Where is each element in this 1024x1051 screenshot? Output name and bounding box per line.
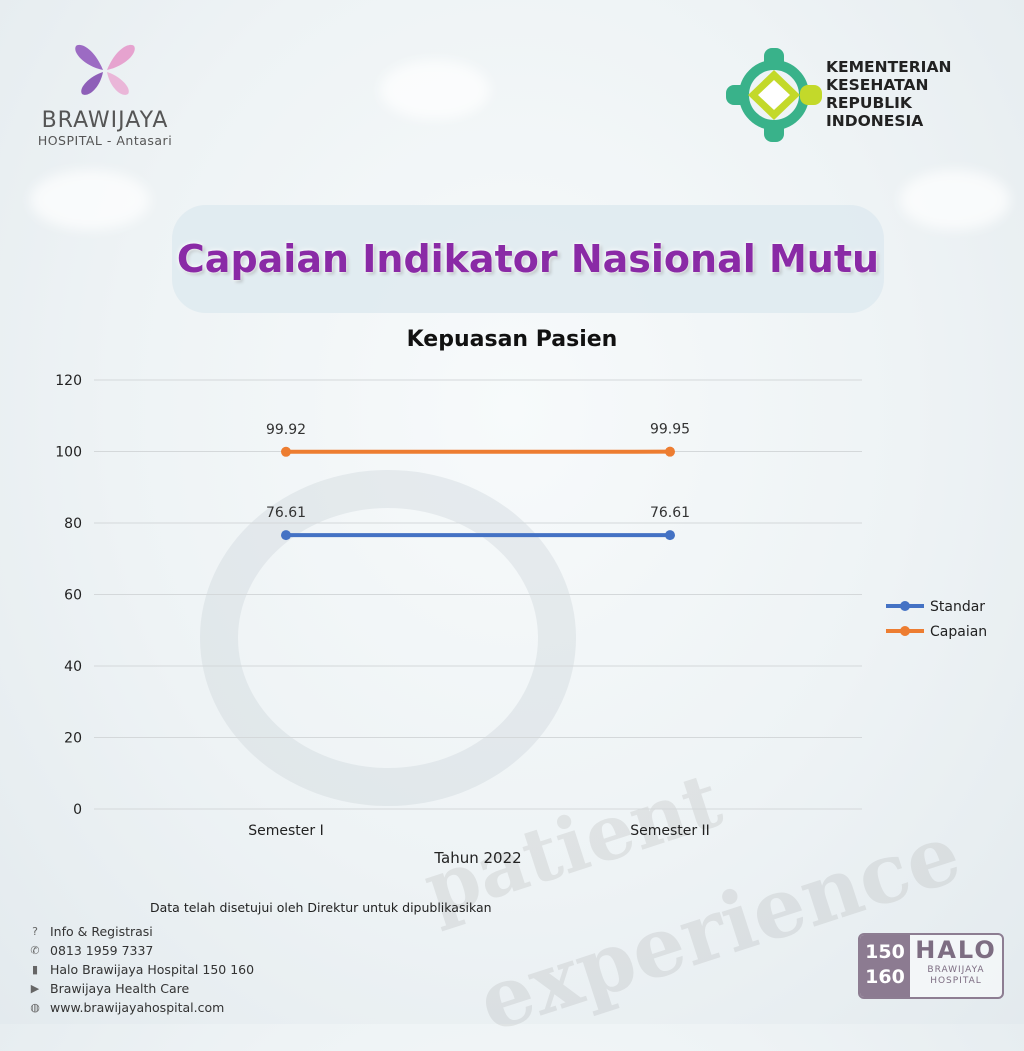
data-label: 76.61: [650, 505, 690, 521]
halo-number-top: 150: [860, 940, 910, 965]
halo-word: HALO: [910, 935, 1002, 965]
x-axis-label: Tahun 2022: [433, 849, 521, 867]
halo-number-bottom: 160: [860, 965, 910, 990]
contact-text: www.brawijayahospital.com: [50, 998, 224, 1017]
contact-text: Brawijaya Health Care: [50, 979, 189, 998]
data-point: [281, 530, 291, 540]
halo-text: HALO BRAWIJAYA HOSPITAL: [910, 935, 1002, 997]
y-tick-label: 40: [64, 659, 82, 675]
contact-text: 0813 1959 7337: [50, 941, 153, 960]
legend-label: Capaian: [930, 624, 987, 640]
data-point: [281, 447, 291, 457]
data-label: 76.61: [266, 505, 306, 521]
y-tick-label: 80: [64, 516, 82, 532]
contact-item[interactable]: ▮ Halo Brawijaya Hospital 150 160: [28, 960, 254, 979]
data-label: 99.92: [266, 422, 306, 438]
legend-label: Standar: [930, 599, 985, 615]
contact-item[interactable]: ◍ www.brawijayahospital.com: [28, 998, 254, 1017]
y-tick-label: 0: [73, 802, 82, 818]
y-tick-label: 100: [55, 445, 82, 461]
chart-title: Kepuasan Pasien: [407, 327, 618, 352]
whatsapp-icon: ✆: [28, 941, 42, 960]
youtube-icon: ▶: [28, 979, 42, 998]
data-point: [665, 530, 675, 540]
y-tick-label: 120: [55, 373, 82, 389]
halo-number: 150 160: [860, 935, 910, 997]
contact-text: Info & Registrasi: [50, 922, 153, 941]
legend-marker: [900, 601, 910, 611]
contact-item[interactable]: ✆ 0813 1959 7337: [28, 941, 254, 960]
halo-brawijaya-badge: 150 160 HALO BRAWIJAYA HOSPITAL: [858, 933, 1004, 999]
legend-marker: [900, 626, 910, 636]
phone-icon: ▮: [28, 960, 42, 979]
contact-text: Halo Brawijaya Hospital 150 160: [50, 960, 254, 979]
y-tick-label: 20: [64, 731, 82, 747]
halo-line: HOSPITAL: [910, 976, 1002, 987]
data-label: 99.95: [650, 422, 690, 438]
y-tick-label: 60: [64, 588, 82, 604]
line-chart: Kepuasan Pasien 0 20 40 60 80 100 120 Semester I…: [0, 0, 1024, 1024]
approval-note: Data telah disetujui oleh Direktur untuk…: [150, 900, 492, 915]
halo-line: BRAWIJAYA: [910, 965, 1002, 976]
globe-icon: ◍: [28, 998, 42, 1017]
x-tick-label: Semester II: [630, 823, 710, 839]
contact-item[interactable]: ▶ Brawijaya Health Care: [28, 979, 254, 998]
contact-item: ? Info & Registrasi: [28, 922, 254, 941]
contact-list: ? Info & Registrasi ✆ 0813 1959 7337 ▮ Halo…: [28, 922, 254, 1017]
data-point: [665, 447, 675, 457]
question-icon: ?: [28, 922, 42, 941]
x-tick-label: Semester I: [248, 823, 323, 839]
